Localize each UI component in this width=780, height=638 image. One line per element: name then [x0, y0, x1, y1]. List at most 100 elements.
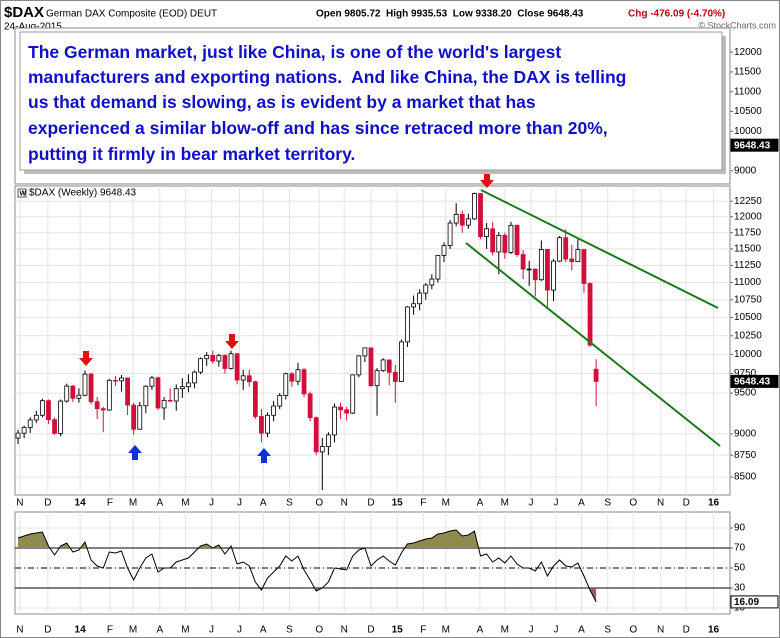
- x-tick-label: M: [442, 498, 450, 509]
- value-tag-label: 9648.43: [734, 377, 771, 388]
- candle-body: [295, 369, 301, 382]
- note-box: [19, 31, 723, 171]
- value-tag: [730, 374, 779, 388]
- candle-body: [465, 218, 471, 226]
- candle-body: [283, 373, 289, 396]
- candle-body: [119, 377, 124, 382]
- y-tick-label: 12000: [734, 211, 762, 222]
- y-tick-label: 11250: [734, 260, 762, 271]
- candle-body: [478, 193, 483, 238]
- x-tick-label: J: [237, 625, 242, 636]
- candle-body: [453, 213, 459, 224]
- x-tick-label: 14: [75, 498, 87, 509]
- x-tick-label: O: [315, 498, 323, 509]
- x-tick-label: 14: [75, 625, 87, 636]
- candle-body: [15, 432, 21, 439]
- x-tick-label: 15: [392, 498, 404, 509]
- x-tick-label: 16: [708, 498, 720, 509]
- candle-body: [88, 373, 94, 403]
- candle-body: [143, 385, 149, 407]
- candle-body: [240, 375, 246, 381]
- candle-body: [441, 245, 447, 256]
- ohlc-summary: Open 9805.72 High 9935.53 Low 9338.20 Cl…: [316, 9, 584, 20]
- x-tick-label: A: [477, 498, 484, 509]
- candle-body: [575, 249, 581, 263]
- top-arrow: [480, 173, 494, 188]
- y-tick-label: 10000: [734, 126, 762, 137]
- candle-body: [344, 409, 350, 414]
- x-tick-label: F: [107, 625, 113, 636]
- candle-body: [532, 268, 538, 281]
- copyright: © StockCharts.com: [698, 20, 776, 30]
- y-tick-label: 11000: [734, 277, 762, 288]
- y-tick-label: 10500: [734, 312, 762, 323]
- y-tick-label: 9750: [734, 368, 757, 379]
- x-tick-label: D: [683, 498, 690, 509]
- x-tick-label: J: [529, 498, 534, 509]
- candle-body: [563, 237, 569, 260]
- candle-body: [21, 426, 27, 434]
- x-tick-label: O: [629, 625, 637, 636]
- candle-body: [301, 369, 307, 395]
- value-tag-label: 9648.43: [734, 140, 771, 151]
- candle-body: [319, 446, 325, 453]
- candle-body: [423, 284, 429, 294]
- candle-body: [259, 416, 264, 434]
- y-tick-label: 9000: [734, 165, 757, 176]
- y-tick-label: 11000: [734, 86, 762, 97]
- candle-body: [252, 381, 258, 417]
- y-tick-label: 11500: [734, 244, 762, 255]
- candle-body: [587, 283, 593, 346]
- candle-body: [137, 405, 143, 430]
- candle-body: [356, 355, 362, 376]
- candle-body: [526, 268, 532, 271]
- candle-body: [39, 400, 45, 416]
- x-tick-label: M: [129, 625, 137, 636]
- x-tick-label: O: [315, 625, 323, 636]
- candle-body: [374, 370, 380, 387]
- price-panel: [14, 185, 731, 496]
- x-tick-label: M: [442, 625, 450, 636]
- candle-body: [228, 353, 234, 369]
- change: Chg -476.09 (-4.70%): [628, 9, 725, 20]
- candle-body: [246, 375, 252, 383]
- note-line: manufacturers and exporting nations. And…: [28, 67, 626, 87]
- candle-body: [362, 347, 368, 357]
- candle-body: [538, 249, 544, 281]
- candle-body: [125, 377, 130, 406]
- candle-body: [131, 404, 137, 430]
- candle-body: [167, 399, 173, 402]
- overlay: W $DAX (Weekly) 9648.43 The German marke…: [17, 31, 726, 463]
- y-tick-label: 9000: [734, 429, 757, 440]
- x-tick-label: A: [260, 625, 267, 636]
- y-tick-label: 10250: [734, 330, 762, 341]
- x-tick-label: D: [44, 498, 51, 509]
- candle-body: [435, 254, 441, 280]
- note-line: putting it firmly in bear market territo…: [28, 144, 355, 164]
- x-tick-label: M: [501, 625, 509, 636]
- candle-body: [472, 193, 477, 220]
- y-tick-label: 90: [734, 523, 746, 534]
- x-tick-label: N: [16, 625, 23, 636]
- legend-icon: [17, 188, 27, 198]
- trend-line: [465, 242, 721, 447]
- candle-body: [46, 400, 51, 421]
- x-tick-label: D: [683, 625, 690, 636]
- candle-body: [234, 353, 240, 381]
- x-tick-label: S: [604, 625, 611, 636]
- value-tag: [730, 138, 779, 152]
- x-tick-label: S: [604, 498, 611, 509]
- x-tick-label: 15: [392, 625, 404, 636]
- top-arrow: [225, 334, 239, 349]
- candle-body: [350, 374, 356, 414]
- candle-body: [368, 347, 374, 387]
- candle-body: [569, 258, 575, 263]
- x-tick-label: F: [420, 625, 426, 636]
- y-tick-label: 10750: [734, 294, 762, 305]
- bottom-arrow: [257, 448, 271, 463]
- candle-body: [100, 408, 106, 411]
- x-tick-label: N: [657, 498, 664, 509]
- candle-body: [82, 373, 88, 396]
- candle-body: [557, 237, 563, 262]
